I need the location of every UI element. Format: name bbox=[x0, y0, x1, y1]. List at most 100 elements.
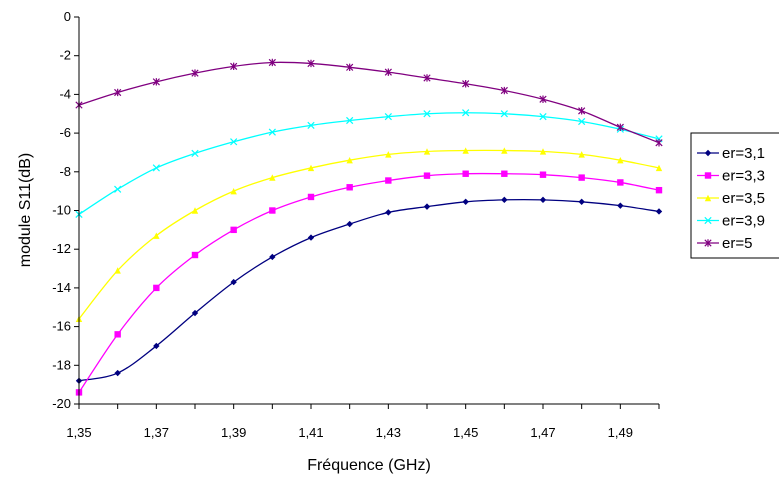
data-point bbox=[269, 174, 276, 181]
data-point bbox=[152, 164, 160, 172]
data-point bbox=[346, 220, 353, 228]
data-point bbox=[153, 232, 160, 239]
data-point bbox=[230, 278, 237, 286]
data-point bbox=[268, 58, 276, 67]
data-point bbox=[346, 184, 353, 191]
data-point bbox=[385, 209, 392, 216]
data-point bbox=[423, 203, 431, 210]
data-point bbox=[269, 253, 276, 261]
series-line bbox=[78, 172, 660, 393]
x-tick-label: 1,43 bbox=[376, 425, 401, 440]
data-point bbox=[114, 331, 121, 338]
legend-entry: er=3,5 bbox=[697, 190, 765, 207]
y-tick-label: -4 bbox=[59, 86, 71, 101]
data-point bbox=[539, 95, 547, 103]
data-point bbox=[423, 110, 431, 118]
data-point bbox=[384, 68, 392, 76]
data-point bbox=[153, 284, 160, 292]
y-tick-label: -8 bbox=[59, 164, 71, 179]
data-point bbox=[539, 196, 547, 204]
data-point bbox=[578, 174, 585, 181]
data-point bbox=[230, 226, 237, 234]
y-tick-label: -20 bbox=[52, 396, 71, 411]
x-tick-label: 1,35 bbox=[66, 425, 91, 440]
legend: er=3,1 er=3,3 er=3,5 er=3,9 er=5 bbox=[690, 132, 779, 259]
y-tick-label: -18 bbox=[52, 357, 71, 372]
series-line bbox=[78, 112, 660, 215]
data-point bbox=[385, 151, 392, 158]
data-point bbox=[152, 78, 160, 86]
y-tick-label: -16 bbox=[52, 319, 71, 334]
data-point bbox=[346, 63, 354, 72]
axes: 0 -2 -4 -6 -8 -10 -12 -14 -16 -18 -20 1,35 1,37 1,39 1… bbox=[52, 9, 660, 440]
series-3 bbox=[75, 147, 663, 323]
data-point bbox=[114, 88, 122, 97]
data-point bbox=[268, 128, 276, 136]
data-point bbox=[501, 147, 508, 154]
series-line bbox=[78, 149, 660, 320]
data-point bbox=[578, 117, 586, 126]
data-point bbox=[423, 172, 431, 179]
legend-swatch-marker bbox=[704, 216, 712, 225]
data-point bbox=[153, 342, 160, 350]
y-tick-label: -2 bbox=[59, 48, 71, 63]
data-point bbox=[346, 156, 353, 164]
data-point bbox=[655, 208, 663, 215]
x-tick-label: 1,37 bbox=[144, 425, 169, 440]
legend-entry: er=3,9 bbox=[697, 213, 765, 230]
data-point bbox=[191, 149, 199, 158]
legend-swatch-marker bbox=[704, 172, 712, 179]
data-point bbox=[501, 196, 508, 204]
data-point bbox=[114, 267, 121, 274]
data-point bbox=[617, 156, 624, 164]
y-tick-label: 0 bbox=[64, 9, 71, 24]
data-point bbox=[230, 138, 238, 146]
data-point bbox=[655, 164, 663, 172]
data-point bbox=[617, 179, 624, 186]
x-tick-label: 1,39 bbox=[221, 425, 246, 440]
series-2 bbox=[75, 170, 663, 396]
data-point bbox=[307, 164, 315, 172]
data-point bbox=[462, 147, 469, 154]
plot-area bbox=[75, 58, 663, 396]
data-point bbox=[269, 207, 276, 214]
data-point bbox=[191, 309, 199, 317]
data-point bbox=[230, 187, 237, 195]
data-point bbox=[191, 207, 199, 214]
data-point bbox=[578, 198, 585, 205]
legend-swatch-marker bbox=[704, 194, 712, 202]
legend-label: er=3,3 bbox=[722, 168, 765, 185]
data-point bbox=[191, 69, 199, 77]
data-point bbox=[578, 151, 585, 158]
data-point bbox=[230, 62, 238, 71]
data-point bbox=[114, 369, 121, 377]
data-point bbox=[346, 116, 354, 125]
data-point bbox=[617, 202, 624, 209]
data-point bbox=[307, 193, 315, 201]
data-point bbox=[307, 234, 315, 241]
y-tick-label: -12 bbox=[52, 241, 71, 256]
data-point bbox=[307, 59, 315, 68]
data-point bbox=[423, 74, 431, 82]
data-point bbox=[191, 251, 199, 259]
series-line bbox=[78, 198, 660, 382]
legend-label: er=3,5 bbox=[722, 190, 765, 207]
data-point bbox=[462, 198, 469, 205]
data-point bbox=[307, 121, 315, 129]
series-line bbox=[78, 61, 660, 144]
data-point bbox=[114, 185, 122, 193]
x-axis-title: Fréquence (GHz) bbox=[307, 457, 431, 474]
data-point bbox=[384, 113, 392, 121]
legend-label: er=3,9 bbox=[722, 213, 765, 230]
data-point bbox=[500, 86, 508, 95]
data-point bbox=[462, 109, 470, 117]
data-point bbox=[462, 80, 470, 88]
x-tick-label: 1,47 bbox=[530, 425, 555, 440]
series-5 bbox=[75, 58, 663, 147]
legend-swatch-marker bbox=[704, 239, 712, 247]
y-tick-label: -6 bbox=[59, 125, 71, 140]
legend-entry: er=3,3 bbox=[697, 168, 765, 185]
legend-entry: er=5 bbox=[697, 235, 752, 252]
data-point bbox=[539, 148, 547, 155]
